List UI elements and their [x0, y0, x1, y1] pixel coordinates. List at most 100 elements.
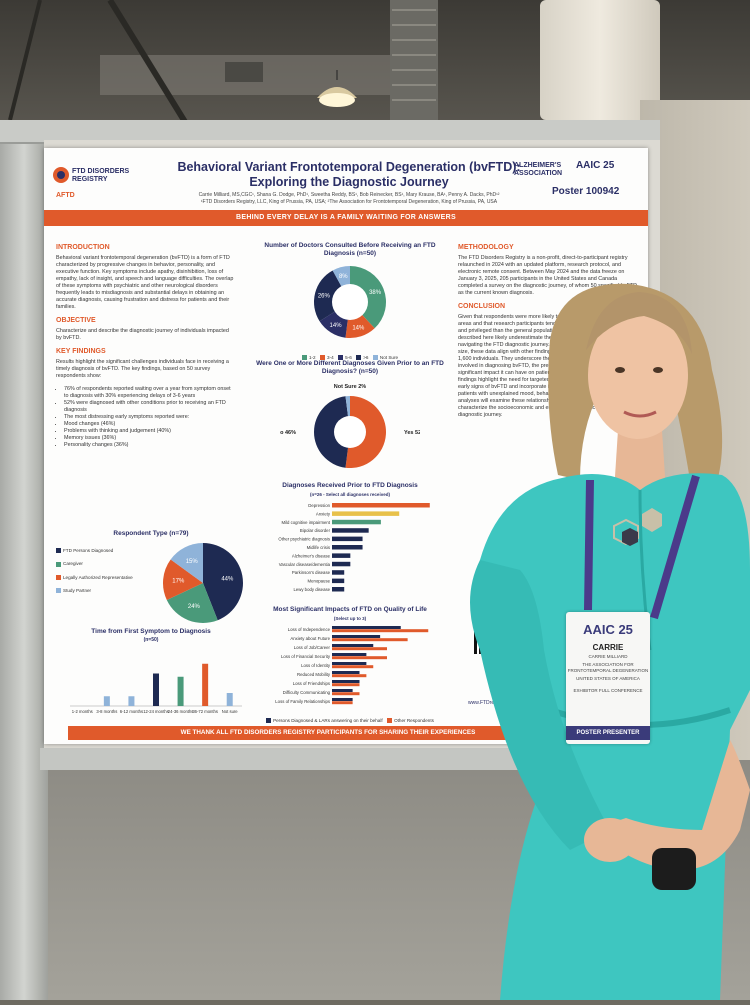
chart-title: Diagnoses Received Prior to FTD Diagnosi… — [282, 482, 418, 489]
name-badge: AAIC 25 CARRIE CARRIE MILLIARD THE ASSOC… — [566, 612, 650, 744]
time-bar-chart: 1-2 months 3-8 months 6-12 months 12-24 mon… — [70, 663, 242, 714]
list-item: 52% were diagnosed with other conditions… — [64, 400, 236, 414]
tick-label: Midlife crisis — [307, 545, 330, 550]
bar — [332, 665, 374, 669]
pie-slice — [170, 543, 203, 583]
methodology-text: The FTD Disorders Registry is a non-prof… — [458, 255, 638, 296]
respondent-pie: 44% 24% 17% 15% — [163, 543, 244, 623]
bar — [332, 545, 363, 550]
time-to-diagnosis-chart: Time from First Symptom to Diagnosis (n=… — [56, 628, 246, 724]
bar — [332, 519, 381, 525]
data-label: 24% — [188, 604, 201, 610]
legend-item: 5-6 — [338, 355, 352, 361]
prior-diagnoses-bar-chart: Depression Anxiety Mild cognitive impairme… — [278, 503, 430, 592]
prior-diagnosis-pie: Yes 52% No 46% Not Sure 2% — [280, 384, 420, 468]
tick-label: 36-72 months — [192, 709, 218, 714]
legend-item: >6 — [356, 355, 368, 361]
bar — [332, 644, 374, 647]
quality-of-life-bar-chart: Loss of Independence Anxiety about Future… — [275, 626, 429, 705]
pie-slice — [350, 266, 386, 329]
bar — [332, 701, 353, 705]
data-label: 44% — [221, 576, 234, 582]
chart-subtitle: (Select up to 3) — [333, 616, 367, 621]
bar — [332, 578, 345, 584]
list-item: Problems with thinking and judgement (40… — [64, 428, 236, 435]
tick-label: Anxiety — [316, 511, 331, 516]
poster-header: FTD DISORDERS REGISTRY AFTD Behavioral V… — [44, 148, 648, 210]
tick-label: Vascular disease/dementia — [279, 562, 331, 567]
tick-label: Lewy body disease — [293, 587, 330, 592]
bar — [103, 696, 110, 706]
findings-list: 76% of respondents reported waiting over… — [56, 386, 236, 449]
data-label: 38% — [369, 290, 382, 296]
alzheimers-association-logo: ALZHEIMER'S ASSOCIATION AAIC 25 — [514, 160, 615, 178]
bar — [332, 629, 429, 633]
ceiling-structure — [8, 0, 438, 132]
list-item: The most distressing early symptoms repo… — [64, 414, 236, 421]
legend-item: FTD Persons Diagnosed — [56, 548, 136, 554]
conclusion-heading: CONCLUSION — [458, 303, 506, 310]
chart-title: Were One or More Different Diagnoses Giv… — [256, 360, 444, 375]
bar — [332, 683, 360, 687]
tick-label: Reduced Mobility — [297, 672, 331, 677]
tick-label: Other psychiatric diagnosis — [278, 537, 330, 542]
data-label: 14% — [330, 323, 343, 329]
list-item: Memory issues (36%) — [64, 435, 236, 442]
legend-item: 3-4 — [320, 355, 334, 361]
ftd-registry-logo: FTD DISORDERS REGISTRY AFTD — [52, 166, 142, 206]
chart-title: Respondent Type (n=79) — [113, 530, 189, 537]
conclusion-text: Given that respondents were more likely … — [458, 314, 637, 418]
bar — [332, 647, 387, 651]
pie-slice — [163, 559, 203, 601]
frame-post — [0, 120, 48, 1000]
bar — [332, 511, 400, 516]
ceiling-lamp — [312, 70, 362, 110]
poster-footer: WE THANK ALL FTD DISORDERS REGISTRY PART… — [68, 726, 588, 740]
legend-item: Other Respondents — [387, 718, 434, 724]
badge-country: UNITED STATES OF AMERICA — [576, 676, 640, 681]
badge-role: POSTER PRESENTER — [566, 726, 650, 740]
bar — [332, 570, 345, 575]
poster-banner: BEHIND EVERY DELAY IS A FAMILY WAITING F… — [44, 210, 648, 226]
poster-authors: Carrie Milliard, MS,CGC¹, Shana G. Dodge… — [198, 192, 500, 205]
tick-label: Bipolar disorder — [300, 528, 331, 533]
badge-pass-type: EXHIBITOR FULL CONFERENCE — [573, 688, 643, 693]
bar — [332, 638, 408, 642]
legend-item: Legally Authorized Representative — [56, 575, 136, 580]
bar — [332, 503, 430, 508]
frame-bottom-rail — [40, 748, 520, 770]
data-label: 8% — [339, 274, 348, 280]
findings-heading: KEY FINDINGS — [56, 348, 106, 355]
tick-label: Loss of Independence — [288, 627, 331, 632]
list-item: 76% of respondents reported waiting over… — [64, 386, 236, 400]
bar — [332, 626, 401, 629]
tick-label: 1-2 months — [72, 709, 93, 714]
chart-title: Number of Doctors Consulted Before Recei… — [264, 242, 436, 257]
right-column: METHODOLOGY The FTD Disorders Registry i… — [458, 244, 638, 425]
chart-subtitle: (n=50) — [143, 637, 159, 643]
poster-title: Behavioral Variant Frontotemporal Degene… — [177, 160, 521, 189]
tick-label: Menopause — [308, 579, 331, 584]
bar — [332, 561, 351, 567]
bar — [332, 635, 381, 638]
legend-item: Persons Diagnosed & LARs answering on th… — [266, 718, 383, 724]
intro-heading: INTRODUCTION — [56, 244, 110, 251]
chart-title: Most Significant Impacts of FTD on Quali… — [273, 606, 427, 613]
data-label: Yes 52% — [404, 430, 420, 436]
badge-conference: AAIC 25 — [583, 622, 633, 637]
bar — [153, 673, 159, 706]
tick-label: Loss of Family Relationships — [275, 699, 330, 704]
methodology-heading: METHODOLOGY — [458, 244, 514, 251]
tick-label: Depression — [308, 503, 330, 508]
chart-legend: FTD Persons Diagnosed Caregiver Legally … — [56, 548, 136, 594]
data-label: 26% — [318, 293, 331, 299]
data-label: 14% — [352, 326, 365, 332]
pie-slice — [166, 583, 218, 623]
donut-hole — [334, 416, 366, 448]
left-column: INTRODUCTION Behavioral variant frontote… — [56, 244, 236, 455]
tick-label: Loss of Financial Security — [281, 654, 331, 659]
respondent-type-chart: Respondent Type (n=79) FTD Persons Diagn… — [56, 530, 246, 625]
bar — [332, 662, 367, 665]
tick-label: 24-36 months — [168, 709, 194, 714]
pie-slice — [203, 543, 244, 621]
